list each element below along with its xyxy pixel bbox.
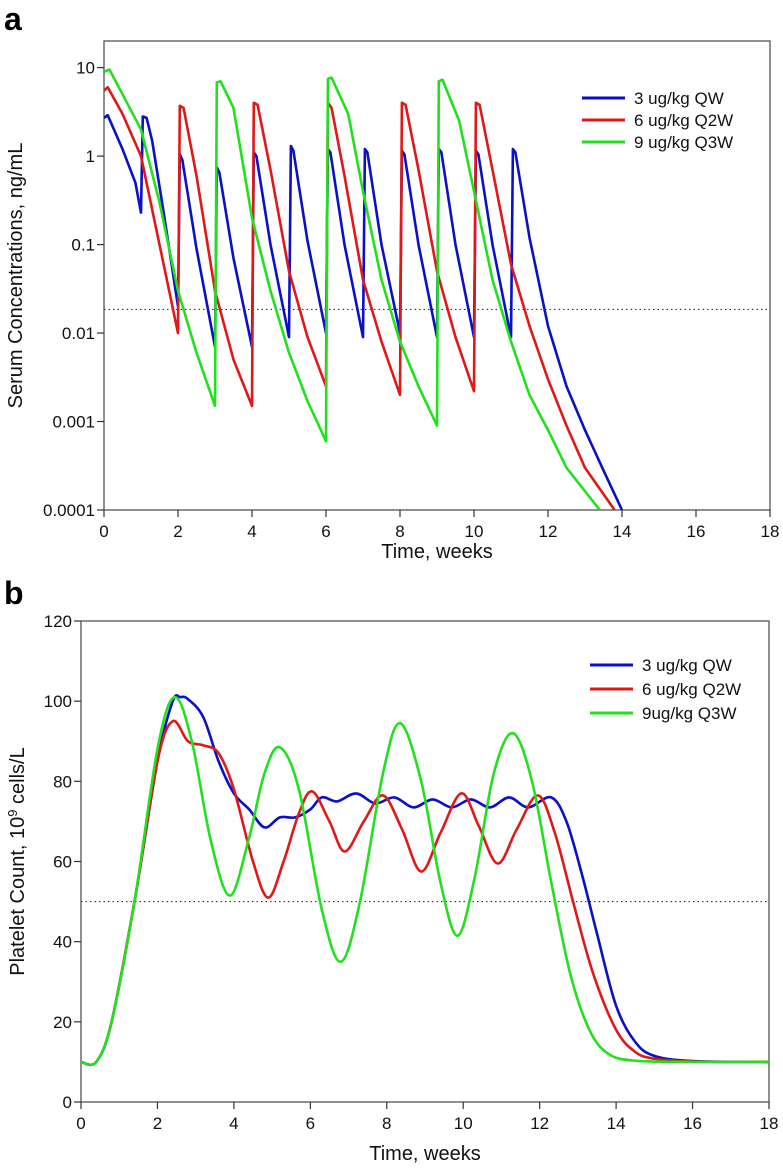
panel-label: a: [4, 1, 22, 37]
x-tick-label: 0: [76, 1114, 85, 1133]
x-tick-label: 8: [395, 522, 404, 541]
y-axis-title: Serum Concentrations, ng/mL: [5, 143, 27, 409]
legend-entry: 3 ug/kg QW: [642, 656, 732, 675]
panel-b: b 0 2 4 6 8 10 12 14 16 18 0 20 40 60 80 100 120 Time, wee…: [4, 575, 778, 1165]
x-tick-label: 18: [760, 1114, 779, 1133]
y-axis-title-unit: cells/L: [7, 747, 29, 809]
y-axis-title-superscript: 9: [5, 810, 20, 817]
series-line-1: [104, 113, 624, 510]
y-axis-title-main: Platelet Count, 10: [7, 817, 29, 976]
y-tick-label: 10: [76, 59, 95, 78]
legend-entry: 6 ug/kg Q2W: [634, 111, 733, 130]
x-tick-label: 8: [382, 1114, 391, 1133]
series-line-3: [81, 695, 769, 1067]
x-tick-label: 18: [761, 522, 780, 541]
legend-entry: 3 ug/kg QW: [634, 89, 724, 108]
legend-entry: 9ug/kg Q3W: [642, 704, 737, 723]
x-tick-label: 14: [607, 1114, 626, 1133]
x-tick-label: 16: [683, 1114, 702, 1133]
y-tick-label: 0.001: [52, 413, 95, 432]
y-tick-label: 20: [53, 1013, 72, 1032]
panel-label: b: [4, 575, 24, 611]
series-line-2: [104, 86, 616, 510]
x-tick-label: 6: [321, 522, 330, 541]
panel-a: a 0 2 4 6 8 10 12 14 16 18 10 1 0.1 0.01 0.001 0.0001 Tim…: [4, 1, 779, 563]
y-tick-label: 80: [53, 772, 72, 791]
y-tick-label: 60: [53, 853, 72, 872]
y-tick-label: 1: [86, 147, 95, 166]
x-tick-label: 12: [539, 522, 558, 541]
x-axis-title: Time, weeks: [381, 541, 493, 563]
x-tick-label: 10: [454, 1114, 473, 1133]
y-tick-label: 0: [63, 1093, 72, 1112]
y-tick-label: 0.01: [62, 324, 95, 343]
x-tick-label: 4: [229, 1114, 238, 1133]
x-tick-label: 6: [306, 1114, 315, 1133]
x-tick-label: 2: [173, 522, 182, 541]
x-tick-label: 0: [99, 522, 108, 541]
series-line-2: [81, 719, 769, 1067]
x-tick-label: 16: [687, 522, 706, 541]
y-tick-label: 40: [53, 933, 72, 952]
y-tick-label: 120: [44, 612, 72, 631]
x-axis-title: Time, weeks: [369, 1143, 481, 1165]
legend-entry: 6 ug/kg Q2W: [642, 680, 741, 699]
x-tick-label: 10: [465, 522, 484, 541]
plot-frame: [103, 40, 771, 511]
legend-entry: 9 ug/kg Q3W: [634, 133, 733, 152]
x-tick-label: 2: [153, 1114, 162, 1133]
x-tick-label: 12: [530, 1114, 549, 1133]
series-line-1: [81, 694, 769, 1067]
y-tick-label: 0.1: [71, 236, 95, 255]
y-tick-label: 100: [44, 692, 72, 711]
y-axis-title: Platelet Count, 109 cells/L: [5, 747, 30, 975]
series-line-3: [104, 68, 601, 510]
x-tick-label: 14: [613, 522, 632, 541]
x-tick-label: 4: [247, 522, 256, 541]
y-tick-label: 0.0001: [43, 501, 95, 520]
